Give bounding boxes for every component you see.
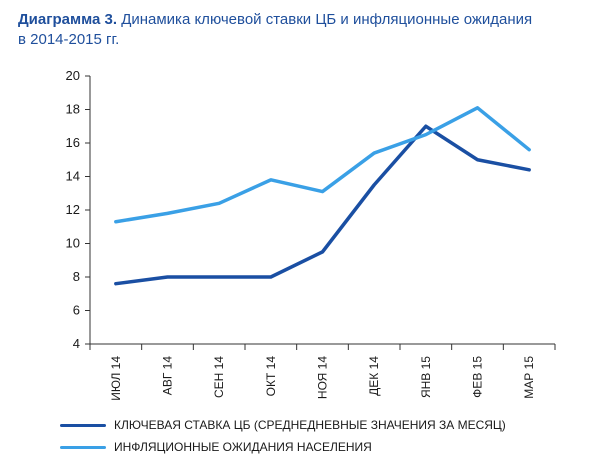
y-tick-label: 6: [73, 303, 80, 318]
x-tick-label: СЕН 14: [212, 356, 226, 398]
x-tick-label: АВГ 14: [161, 356, 175, 396]
legend-swatch-inflation-expectations: [60, 445, 106, 449]
x-tick-label: НОЯ 14: [316, 356, 330, 399]
chart-title-prefix: Диаграмма 3.: [18, 11, 118, 28]
x-tick-label: ОКТ 14: [264, 356, 278, 397]
legend-swatch-key-rate: [60, 423, 106, 427]
x-tick-label: МАР 15: [522, 356, 536, 399]
y-tick-label: 4: [73, 336, 80, 351]
series-line-key-rate: [114, 124, 531, 286]
y-tick-label: 18: [66, 102, 80, 117]
y-tick-label: 8: [73, 269, 80, 284]
x-tick-label: ДЕК 14: [367, 356, 381, 396]
legend-label-key-rate: КЛЮЧЕВАЯ СТАВКА ЦБ (СРЕДНЕДНЕВНЫЕ ЗНАЧЕН…: [114, 418, 506, 432]
y-tick-label: 16: [66, 135, 80, 150]
legend-label-inflation-expectations: ИНФЛЯЦИОННЫЕ ОЖИДАНИЯ НАСЕЛЕНИЯ: [114, 440, 372, 454]
chart-title: Диаграмма 3. Динамика ключевой ставки ЦБ…: [18, 10, 588, 50]
chart-title-line1: Динамика ключевой ставки ЦБ и инфляционн…: [117, 11, 533, 28]
x-tick-label: ЯНВ 15: [419, 356, 433, 398]
x-tick-label: ИЮЛ 14: [109, 356, 123, 401]
y-tick-label: 20: [66, 68, 80, 83]
series-line-inflation-expectations: [114, 106, 531, 224]
y-tick-label: 14: [66, 169, 80, 184]
chart-title-line2: в 2014-2015 гг.: [18, 31, 120, 48]
x-tick-label: ФЕВ 15: [471, 356, 485, 398]
legend-item-key-rate: КЛЮЧЕВАЯ СТАВКА ЦБ (СРЕДНЕДНЕВНЫЕ ЗНАЧЕН…: [60, 418, 590, 432]
y-tick-label: 10: [66, 236, 80, 251]
legend-item-inflation-expectations: ИНФЛЯЦИОННЫЕ ОЖИДАНИЯ НАСЕЛЕНИЯ: [60, 440, 590, 454]
y-tick-label: 12: [66, 202, 80, 217]
